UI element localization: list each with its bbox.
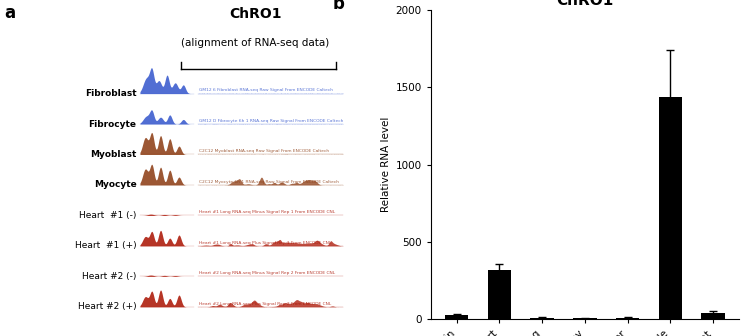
Text: Heart  #1 (-): Heart #1 (-) (80, 211, 136, 220)
Text: Heart #2 (+): Heart #2 (+) (78, 302, 136, 311)
Text: Myoblast: Myoblast (90, 150, 136, 159)
Text: Fibroblast: Fibroblast (85, 89, 136, 98)
Text: Heart #1 Long RNA-seq Plus Signal Rep 1 From ENCODE CNL: Heart #1 Long RNA-seq Plus Signal Rep 1 … (200, 241, 332, 245)
Text: Heart #2 Long RNA-seq Minus Signal Rep 2 From ENCODE CNL: Heart #2 Long RNA-seq Minus Signal Rep 2… (200, 271, 335, 275)
Title: ChRO1: ChRO1 (556, 0, 614, 7)
Bar (445, 315, 468, 319)
Bar (530, 318, 554, 319)
Text: C2C12 Myocyte 6h 1 RNA-seq Raw Signal From ENCODE Caltech: C2C12 Myocyte 6h 1 RNA-seq Raw Signal Fr… (200, 180, 339, 184)
Y-axis label: Relative RNA level: Relative RNA level (381, 117, 392, 212)
Text: GM12 D Fibrocyte 6h 1 RNA-seq Raw Signal From ENCODE Caltech: GM12 D Fibrocyte 6h 1 RNA-seq Raw Signal… (200, 119, 344, 123)
Bar (658, 97, 682, 319)
Text: Fibrocyte: Fibrocyte (88, 120, 136, 128)
Text: b: b (332, 0, 344, 13)
Text: Heart  #1 (+): Heart #1 (+) (75, 241, 136, 250)
Text: Heart #1 Long RNA-seq Minus Signal Rep 1 From ENCODE CNL: Heart #1 Long RNA-seq Minus Signal Rep 1… (200, 210, 335, 214)
Text: Myocyte: Myocyte (94, 180, 136, 190)
Text: ChRO1: ChRO1 (229, 7, 281, 21)
Bar (488, 270, 511, 319)
Text: (alignment of RNA-seq data): (alignment of RNA-seq data) (181, 38, 329, 48)
Text: Heart #2 Long RNA-seq Plus Signal Rep 2 From ENCODE CNL: Heart #2 Long RNA-seq Plus Signal Rep 2 … (200, 302, 332, 306)
Bar (616, 318, 639, 319)
Text: a: a (4, 4, 16, 22)
Text: C2C12 Myoblast RNA-seq Raw Signal From ENCODE Caltech: C2C12 Myoblast RNA-seq Raw Signal From E… (200, 149, 329, 153)
Bar (701, 313, 724, 319)
Text: GM12 6 Fibroblast RNA-seq Raw Signal From ENCODE Caltech: GM12 6 Fibroblast RNA-seq Raw Signal Fro… (200, 88, 333, 92)
Text: Heart #2 (-): Heart #2 (-) (82, 272, 136, 281)
